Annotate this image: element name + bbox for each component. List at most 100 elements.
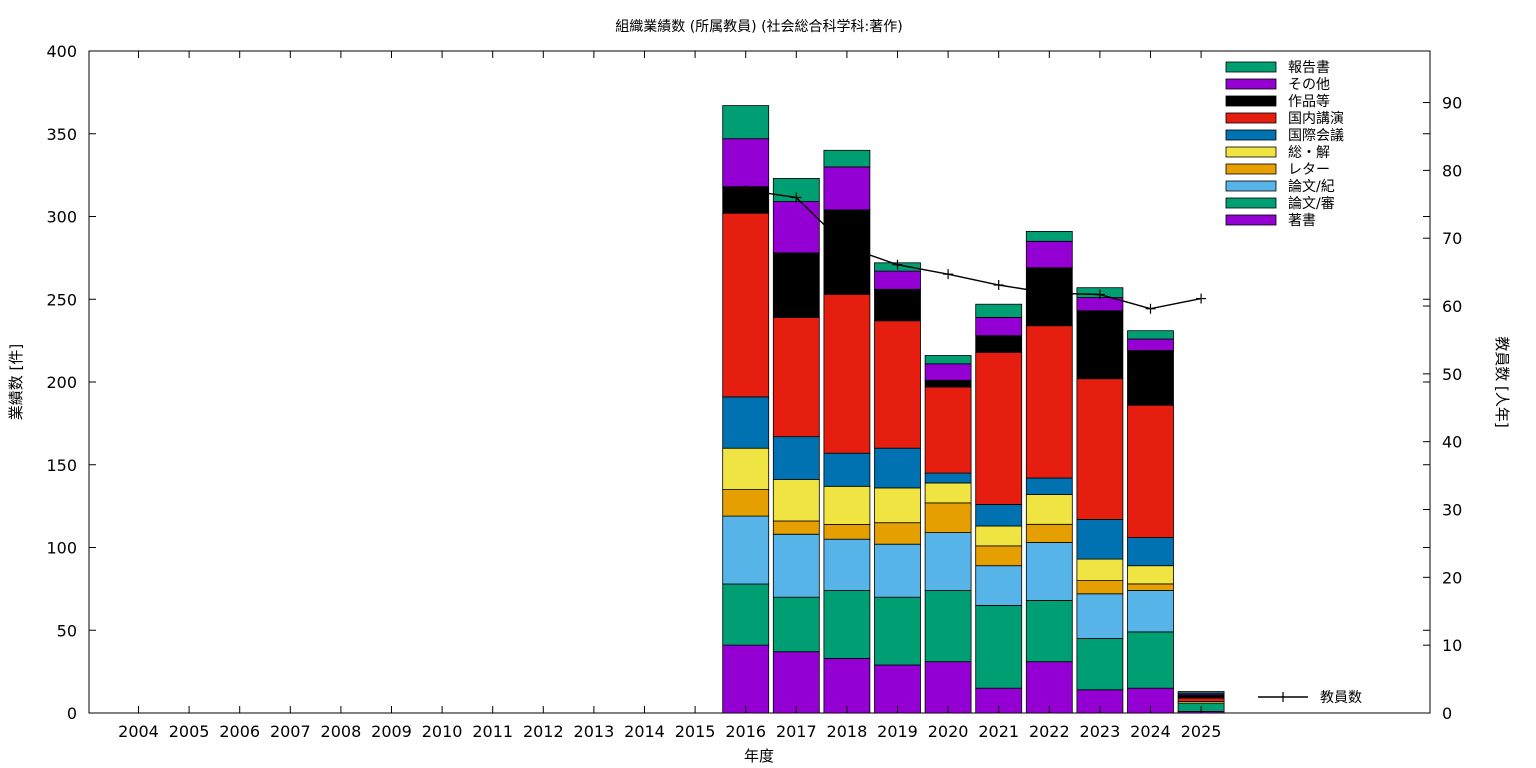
- bar-segment: [975, 504, 1023, 527]
- bar-segment: [975, 317, 1023, 337]
- bar-segment: [874, 543, 921, 598]
- bar-segment: [924, 379, 972, 388]
- bar-segment: [823, 293, 871, 454]
- bar-segment: [722, 515, 770, 585]
- legend-swatch: [1225, 146, 1277, 158]
- legend-label: 国際会議: [1288, 127, 1344, 144]
- legend-label-line: 教員数: [1320, 690, 1362, 706]
- y2-tick-label: 60: [1442, 297, 1462, 316]
- bar-segment: [975, 545, 1023, 567]
- x-tick-label: 2021: [978, 722, 1019, 741]
- legend-swatch: [1225, 180, 1277, 192]
- bar-segment: [1177, 691, 1225, 694]
- y2-tick-label: 80: [1442, 161, 1462, 180]
- legend-swatch: [1225, 197, 1277, 209]
- x-tick-label: 2019: [877, 722, 918, 741]
- bar-segment: [823, 523, 871, 540]
- bar-segment: [772, 317, 820, 438]
- x-tick-label: 2014: [624, 722, 665, 741]
- bar-segment: [1127, 583, 1174, 591]
- bar-segment: [975, 605, 1023, 689]
- y-tick-label: 350: [46, 125, 77, 144]
- legend-label: 国内講演: [1288, 111, 1344, 127]
- bar-segment: [772, 520, 820, 535]
- bar-segment: [823, 485, 871, 525]
- bar-segment: [1127, 590, 1174, 633]
- bar-segment: [1127, 537, 1174, 567]
- bar-segment: [1076, 519, 1124, 560]
- bar-segment: [722, 212, 770, 398]
- bar-segment: [1025, 600, 1073, 663]
- legend-swatch: [1225, 129, 1277, 141]
- line-layer: [740, 185, 1207, 314]
- y-tick-label: 250: [46, 290, 77, 309]
- x-tick-label: 2006: [219, 722, 260, 741]
- bar-segment: [772, 651, 820, 714]
- legend-label: 論文/紀: [1288, 179, 1335, 195]
- y-tick-label: 150: [46, 456, 77, 475]
- x-axis-ticks: 2004 2005 2006 2007 2008 2009 2010 2011 2012 2013…: [118, 51, 1221, 741]
- x-tick-label: 2012: [523, 722, 564, 741]
- bar-segment: [1025, 494, 1073, 525]
- bar-segment: [924, 472, 972, 484]
- x-tick-label: 2007: [270, 722, 311, 741]
- bar-segment: [823, 658, 871, 714]
- legend-label: 論文/審: [1288, 196, 1335, 212]
- bar-segment: [772, 596, 820, 653]
- x-tick-label: 2015: [675, 722, 716, 741]
- bar-segment: [924, 661, 972, 714]
- legend-swatch: [1225, 112, 1277, 124]
- bar-segment: [874, 664, 921, 714]
- x-tick-label: 2017: [776, 722, 817, 741]
- x-tick-label: 2010: [422, 722, 463, 741]
- y2-tick-label: 70: [1442, 229, 1462, 248]
- bar-segment: [874, 522, 921, 545]
- bar-segment: [924, 590, 972, 663]
- legend-label: 作品等: [1288, 93, 1330, 110]
- y2-tick-label: 10: [1442, 636, 1462, 655]
- bar-segment: [772, 533, 820, 598]
- bar-segment: [975, 351, 1023, 505]
- bar-segment: [1076, 593, 1124, 639]
- x-tick-label: 2011: [472, 722, 513, 741]
- x-tick-label: 2024: [1130, 722, 1171, 741]
- legend-swatch: [1225, 61, 1277, 73]
- bar-segment: [1177, 694, 1225, 699]
- y2-tick-label: 90: [1442, 94, 1462, 113]
- y-tick-label: 100: [46, 539, 77, 558]
- legend-label: 総・解: [1288, 145, 1330, 161]
- y-tick-label: 300: [46, 208, 77, 227]
- bar-segment: [1127, 631, 1174, 689]
- x-tick-label: 2022: [1029, 722, 1070, 741]
- bar-segment: [924, 532, 972, 591]
- legend-swatch: [1225, 214, 1277, 226]
- bar-segment: [823, 538, 871, 591]
- y2-tick-label: 40: [1442, 433, 1462, 452]
- x-tick-label: 2018: [827, 722, 868, 741]
- y2-axis-ticks: 0 10 20 30 40 50 60 70 80 90: [1423, 94, 1462, 723]
- bar-segment: [874, 288, 921, 322]
- bar-segment: [1025, 542, 1073, 601]
- bar-segment: [772, 252, 820, 318]
- bar-segment: [1127, 404, 1174, 539]
- bar-segment: [924, 502, 972, 533]
- legend-label: レター: [1288, 162, 1330, 178]
- y2-tick-label: 50: [1442, 365, 1462, 384]
- bar-segment: [1127, 350, 1174, 406]
- y-tick-label: 200: [46, 373, 77, 392]
- bar-segment: [772, 201, 820, 254]
- bar-segment: [874, 447, 921, 489]
- bar-segment: [924, 355, 972, 365]
- x-tick-label: 2004: [118, 722, 159, 741]
- bar-segment: [722, 489, 770, 517]
- bar-segment: [1025, 240, 1073, 269]
- faculty-count-line: [745, 189, 1202, 310]
- bar-segment: [874, 270, 921, 290]
- bar-segment: [874, 487, 921, 524]
- bar-segment: [1127, 338, 1174, 352]
- bar-segment: [722, 583, 770, 646]
- bar-segment: [772, 479, 820, 522]
- bar-segment: [823, 590, 871, 659]
- legend-swatch: [1225, 95, 1277, 107]
